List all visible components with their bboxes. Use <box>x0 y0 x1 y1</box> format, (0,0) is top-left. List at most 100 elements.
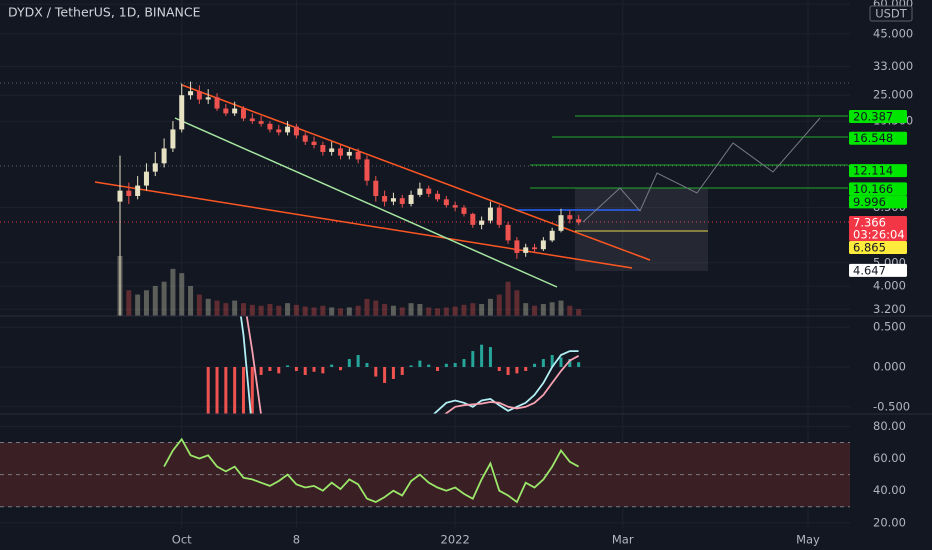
candle-body <box>390 198 396 202</box>
candle-body <box>479 220 485 225</box>
candle-body <box>311 141 317 146</box>
candle-body <box>435 193 441 200</box>
volume-bar <box>382 304 388 316</box>
histogram-bar <box>312 366 316 372</box>
histogram-bar <box>488 347 492 367</box>
histogram-bar <box>374 366 378 377</box>
histogram-bar <box>444 363 448 367</box>
trendline <box>174 117 558 288</box>
candle-body <box>532 247 538 250</box>
histogram-bar <box>436 366 440 371</box>
candle-body <box>338 148 343 156</box>
price-tag <box>849 164 907 178</box>
volume-bar <box>532 305 538 316</box>
volume-bar <box>205 298 211 316</box>
volume-bar <box>179 273 185 316</box>
volume-bar <box>540 304 546 316</box>
volume-bar <box>196 294 202 316</box>
candle-body <box>126 190 132 196</box>
volume-bar <box>479 304 485 316</box>
histogram-bar <box>418 360 422 367</box>
candle-body <box>320 145 326 152</box>
y-tick-label: 0.000 <box>873 359 906 373</box>
candle-body <box>152 163 158 172</box>
trendline <box>181 84 651 261</box>
projection-box <box>575 188 708 271</box>
macd-line <box>245 316 580 414</box>
candle-body <box>170 129 176 149</box>
volume-bar <box>452 306 458 316</box>
volume-bar <box>435 308 441 316</box>
volume-bar <box>311 307 317 316</box>
histogram-bar <box>339 366 342 371</box>
price-tag <box>849 182 907 196</box>
volume-bar <box>364 298 370 316</box>
candle-body <box>373 180 379 196</box>
volume-bar <box>426 307 432 316</box>
price-tag <box>849 240 907 254</box>
volume-bar <box>443 307 449 316</box>
price-tag <box>849 195 907 209</box>
volume-bar <box>355 305 361 316</box>
histogram-bar <box>427 364 431 367</box>
candle-body <box>258 121 264 124</box>
volume-bar <box>514 290 520 316</box>
candle-body <box>302 135 308 142</box>
candle-body <box>514 240 520 253</box>
volume-bar <box>338 308 343 316</box>
histogram-bar <box>400 366 404 375</box>
price-tag-label: 9.996 <box>853 195 886 209</box>
volume-bar <box>399 307 405 316</box>
candle-body <box>161 148 167 164</box>
volume-bar <box>170 268 176 316</box>
macd-pane <box>206 316 581 414</box>
currency: USDT <box>875 7 908 21</box>
volume-bar <box>240 303 246 316</box>
candle-body <box>567 215 573 220</box>
histogram-bar <box>506 366 510 375</box>
volume-bar <box>223 303 229 316</box>
histogram-bar <box>321 366 325 374</box>
candle-body <box>293 126 299 136</box>
price-tag <box>849 109 907 123</box>
candle-body <box>364 159 370 181</box>
candle-body <box>196 91 202 100</box>
candle-body <box>382 195 388 202</box>
candle-body <box>117 190 123 202</box>
price-tag <box>849 263 907 277</box>
candle-body <box>549 230 555 241</box>
histogram-bar <box>453 363 457 367</box>
rsi-line <box>163 437 580 504</box>
histogram-bar <box>541 359 545 367</box>
histogram-bar <box>497 366 501 371</box>
histogram-bar <box>462 359 466 367</box>
volume-bar <box>470 303 476 316</box>
candle-body <box>285 126 291 133</box>
histogram-bar <box>391 366 395 379</box>
projection-path <box>582 117 821 223</box>
candle-body <box>346 151 352 156</box>
volume-bar <box>143 290 149 316</box>
y-tick-label: 80.00 <box>873 419 906 433</box>
volume-bar <box>293 304 299 316</box>
y-tick-label: 25.000 <box>873 88 913 102</box>
candle-body <box>496 207 502 225</box>
candle-body <box>408 194 414 204</box>
histogram-bar <box>241 366 245 414</box>
y-tick-label: 40.00 <box>873 483 906 497</box>
volume-bar <box>523 303 529 316</box>
volume-bar <box>549 302 555 316</box>
histogram-bar <box>233 366 237 414</box>
histogram-bar <box>568 359 572 367</box>
axes: 60.00045.00033.00025.00019.5008.5005.000… <box>172 0 913 547</box>
histogram-bar <box>303 366 307 375</box>
candle-body <box>426 188 432 194</box>
candle-body <box>267 123 273 130</box>
x-tick-label: 8 <box>293 533 300 547</box>
x-tick-label: May <box>796 533 820 547</box>
volume-bar <box>373 300 379 316</box>
histogram-bar <box>277 366 281 374</box>
volume-bar <box>496 294 502 316</box>
